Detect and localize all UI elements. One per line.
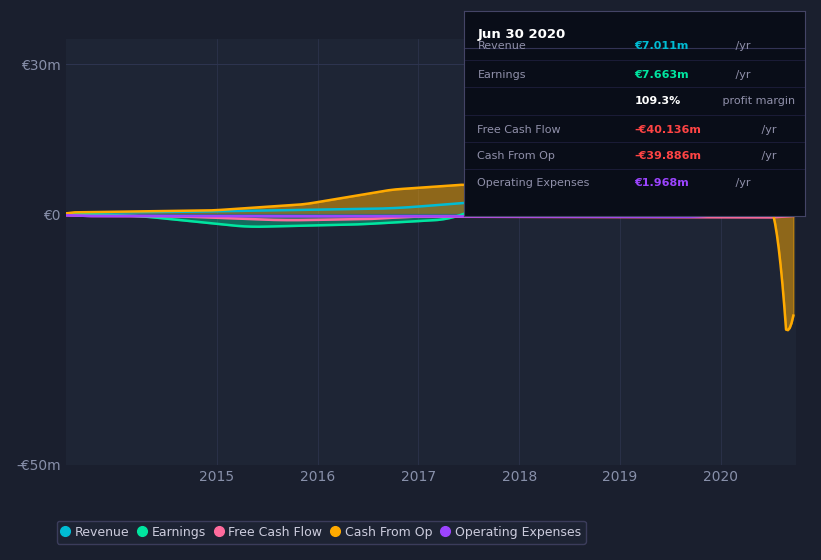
Text: Operating Expenses: Operating Expenses: [478, 178, 589, 188]
Text: Jun 30 2020: Jun 30 2020: [478, 27, 566, 40]
Text: /yr: /yr: [732, 41, 750, 51]
Text: -€40.136m: -€40.136m: [635, 125, 701, 135]
Text: Cash From Op: Cash From Op: [478, 151, 555, 161]
Text: /yr: /yr: [732, 69, 750, 80]
Text: €7.663m: €7.663m: [635, 69, 689, 80]
Text: Earnings: Earnings: [478, 69, 526, 80]
Text: profit margin: profit margin: [718, 96, 795, 106]
Text: -€39.886m: -€39.886m: [635, 151, 701, 161]
Text: 109.3%: 109.3%: [635, 96, 681, 106]
Text: €1.968m: €1.968m: [635, 178, 689, 188]
Legend: Revenue, Earnings, Free Cash Flow, Cash From Op, Operating Expenses: Revenue, Earnings, Free Cash Flow, Cash …: [57, 521, 586, 544]
Text: /yr: /yr: [758, 151, 776, 161]
Text: Free Cash Flow: Free Cash Flow: [478, 125, 561, 135]
Text: €7.011m: €7.011m: [635, 41, 689, 51]
Text: /yr: /yr: [758, 125, 776, 135]
Text: /yr: /yr: [732, 178, 750, 188]
Text: Revenue: Revenue: [478, 41, 526, 51]
